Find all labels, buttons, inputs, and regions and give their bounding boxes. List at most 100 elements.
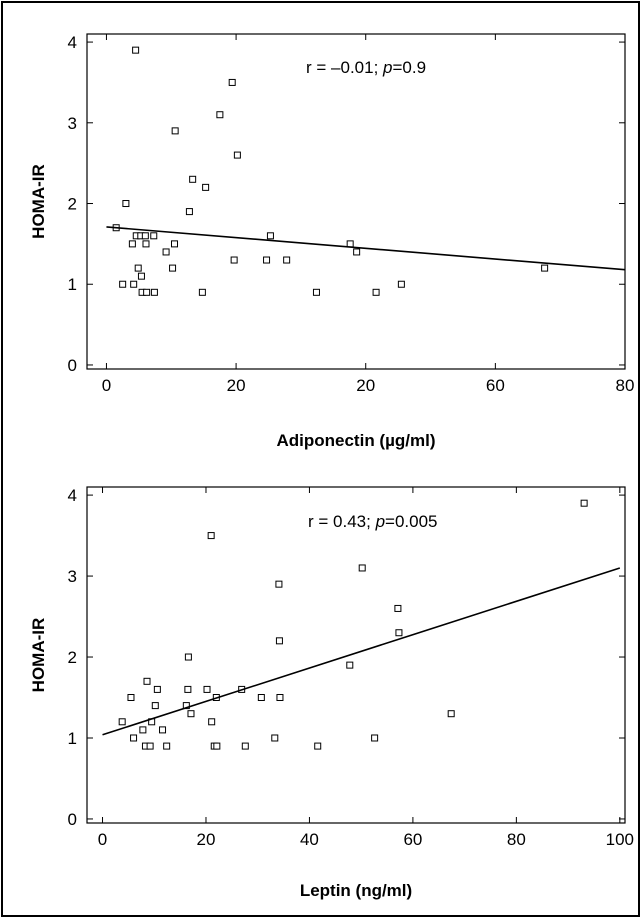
data-point [187, 710, 195, 718]
y-tick-label: 2 [68, 195, 77, 214]
p-symbol: p [375, 512, 385, 531]
data-point [137, 272, 145, 280]
adiponectin-panel: 0 20 20 60 80 0 1 2 3 4 r = –0.01; p=0.9 Adipone… [29, 33, 634, 450]
data-point [202, 183, 210, 191]
x-tick-label: 20 [197, 830, 216, 849]
data-point [151, 702, 159, 710]
y-ticks-leptin: 0 1 2 3 4 [68, 486, 625, 829]
y-tick-label: 4 [68, 33, 77, 52]
y-tick-label: 3 [68, 114, 77, 133]
data-point [275, 580, 283, 588]
data-point [130, 734, 138, 742]
data-point [150, 288, 158, 296]
data-point [159, 726, 167, 734]
fit-line-leptin [102, 567, 621, 736]
x-tick-label: 20 [356, 376, 375, 395]
data-point [203, 685, 211, 693]
data-point [266, 232, 274, 240]
data-point [371, 734, 379, 742]
data-point [122, 200, 130, 208]
data-point [580, 499, 588, 507]
data-point [271, 734, 279, 742]
y-axis-label-leptin: HOMA-IR [29, 618, 48, 693]
data-point [395, 629, 403, 637]
data-point [233, 151, 241, 159]
plot-area-leptin [86, 486, 626, 824]
data-point [128, 240, 136, 248]
x-axis-label-leptin: Leptin (ng/ml) [300, 881, 412, 900]
x-ticks-adiponectin: 0 20 20 60 80 [102, 34, 635, 395]
r-value-text: r = 0.43; [308, 512, 376, 531]
data-point [346, 661, 354, 669]
data-point [139, 726, 147, 734]
data-point [182, 702, 190, 710]
x-tick-label: 40 [300, 830, 319, 849]
data-point [346, 240, 354, 248]
x-tick-label: 0 [102, 376, 111, 395]
data-point [184, 653, 192, 661]
fit-line-adiponectin [106, 226, 626, 271]
data-point [314, 742, 322, 750]
data-point [119, 280, 127, 288]
data-point [143, 677, 151, 685]
y-tick-label: 1 [68, 729, 77, 748]
data-point [216, 111, 224, 119]
data-point [208, 718, 216, 726]
data-point [163, 742, 171, 750]
x-tick-label: 60 [403, 830, 422, 849]
data-point [353, 248, 361, 256]
data-point [171, 240, 179, 248]
x-tick-label: 60 [486, 376, 505, 395]
data-point [143, 288, 151, 296]
data-point [130, 280, 138, 288]
data-point [134, 264, 142, 272]
y-tick-label: 2 [68, 648, 77, 667]
leptin-panel: 0 20 40 60 80 100 0 1 2 3 4 r = 0.43; p=0.005 Lep… [29, 486, 634, 900]
data-point [132, 46, 140, 54]
y-tick-label: 0 [68, 356, 77, 375]
data-point [275, 637, 283, 645]
data-point [162, 248, 170, 256]
data-point [447, 710, 455, 718]
data-point [153, 685, 161, 693]
data-point [263, 256, 271, 264]
x-tick-label: 20 [227, 376, 246, 395]
data-point [230, 256, 238, 264]
data-point [241, 742, 249, 750]
r-value-text: r = –0.01; [306, 58, 383, 77]
data-point [228, 78, 236, 86]
x-tick-label: 100 [606, 830, 634, 849]
p-symbol: p [382, 58, 392, 77]
data-point [169, 264, 177, 272]
y-tick-label: 1 [68, 275, 77, 294]
data-point [127, 694, 135, 702]
x-tick-label: 80 [507, 830, 526, 849]
points-leptin [118, 499, 588, 750]
data-point [372, 288, 380, 296]
data-point [150, 232, 158, 240]
p-value-text: =0.005 [385, 512, 437, 531]
plot-area-adiponectin [86, 33, 626, 370]
data-point [184, 685, 192, 693]
data-point [358, 564, 366, 572]
data-point [189, 175, 197, 183]
data-point [394, 604, 402, 612]
x-ticks-leptin: 0 20 40 60 80 100 [98, 487, 634, 849]
x-axis-label-adiponectin: Adiponectin (µg/ml) [276, 431, 435, 450]
data-point [541, 264, 549, 272]
x-tick-label: 80 [616, 376, 635, 395]
data-point [171, 127, 179, 135]
data-point [118, 718, 126, 726]
data-point [276, 694, 284, 702]
data-point [142, 240, 150, 248]
data-point [312, 288, 320, 296]
y-tick-label: 0 [68, 810, 77, 829]
y-tick-label: 4 [68, 486, 77, 505]
data-point [397, 280, 405, 288]
data-point [198, 288, 206, 296]
data-point [207, 532, 215, 540]
y-axis-label-adiponectin: HOMA-IR [29, 164, 48, 239]
data-point [185, 208, 193, 216]
correlation-annotation-adiponectin: r = –0.01; p=0.9 [306, 58, 426, 77]
